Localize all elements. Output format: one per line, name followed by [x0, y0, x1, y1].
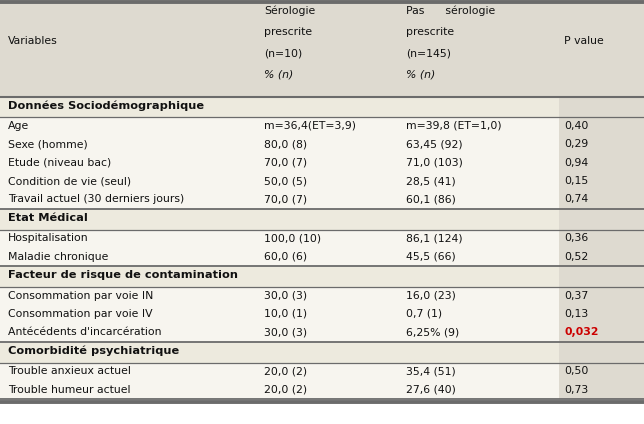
- Text: % (n): % (n): [264, 70, 293, 80]
- Text: 6,25% (9): 6,25% (9): [406, 327, 459, 338]
- Bar: [559, 305, 644, 324]
- Text: 0,52: 0,52: [564, 252, 589, 262]
- Text: 35,4 (51): 35,4 (51): [406, 366, 455, 376]
- Bar: [559, 230, 644, 248]
- Text: 80,0 (8): 80,0 (8): [264, 139, 307, 149]
- Text: Trouble anxieux actuel: Trouble anxieux actuel: [8, 366, 131, 376]
- Bar: [559, 324, 644, 342]
- Text: Condition de vie (seul): Condition de vie (seul): [8, 176, 131, 186]
- Text: 20,0 (2): 20,0 (2): [264, 385, 307, 395]
- Bar: [559, 0, 644, 97]
- Bar: [0, 0, 559, 97]
- Text: 0,94: 0,94: [564, 158, 589, 167]
- Text: Etat Médical: Etat Médical: [8, 213, 88, 223]
- Text: 0,40: 0,40: [564, 121, 589, 131]
- Bar: [559, 154, 644, 172]
- Text: 16,0 (23): 16,0 (23): [406, 290, 455, 301]
- Bar: [0, 191, 559, 209]
- Bar: [0, 381, 559, 399]
- Text: 60,0 (6): 60,0 (6): [264, 252, 307, 262]
- Text: 50,0 (5): 50,0 (5): [264, 176, 307, 186]
- Bar: [0, 305, 559, 324]
- Bar: [0, 209, 559, 230]
- Bar: [0, 324, 559, 342]
- Bar: [0, 135, 559, 154]
- Text: Sérologie: Sérologie: [264, 5, 316, 16]
- Text: 0,37: 0,37: [564, 290, 589, 301]
- Bar: [0, 342, 559, 363]
- Text: prescrite: prescrite: [406, 27, 454, 36]
- Bar: [0, 172, 559, 191]
- Text: Variables: Variables: [8, 36, 58, 46]
- Bar: [0, 117, 559, 136]
- Text: Etude (niveau bac): Etude (niveau bac): [8, 158, 111, 167]
- Bar: [0, 363, 559, 381]
- Bar: [559, 342, 644, 363]
- Bar: [0, 97, 559, 117]
- Text: 0,13: 0,13: [564, 309, 589, 319]
- Text: 0,74: 0,74: [564, 195, 589, 204]
- Bar: [559, 117, 644, 136]
- Text: 27,6 (40): 27,6 (40): [406, 385, 455, 395]
- Text: Trouble humeur actuel: Trouble humeur actuel: [8, 385, 131, 395]
- Text: 10,0 (1): 10,0 (1): [264, 309, 307, 319]
- Text: P value: P value: [564, 36, 604, 46]
- Text: 30,0 (3): 30,0 (3): [264, 327, 307, 338]
- Text: 63,45 (92): 63,45 (92): [406, 139, 462, 149]
- Text: Consommation par voie IV: Consommation par voie IV: [8, 309, 153, 319]
- Bar: [559, 363, 644, 381]
- Text: 100,0 (10): 100,0 (10): [264, 233, 321, 243]
- Text: 20,0 (2): 20,0 (2): [264, 366, 307, 376]
- Bar: [559, 191, 644, 209]
- Text: Facteur de risque de contamination: Facteur de risque de contamination: [8, 270, 238, 280]
- Text: m=39,8 (ET=1,0): m=39,8 (ET=1,0): [406, 121, 501, 131]
- Text: 86,1 (124): 86,1 (124): [406, 233, 462, 243]
- Text: 0,73: 0,73: [564, 385, 589, 395]
- Text: Maladie chronique: Maladie chronique: [8, 252, 109, 262]
- Text: prescrite: prescrite: [264, 27, 312, 36]
- Bar: [559, 172, 644, 191]
- Text: 0,032: 0,032: [564, 327, 599, 338]
- Bar: [559, 381, 644, 399]
- Text: 45,5 (66): 45,5 (66): [406, 252, 455, 262]
- Bar: [559, 97, 644, 117]
- Text: 0,36: 0,36: [564, 233, 589, 243]
- Text: 70,0 (7): 70,0 (7): [264, 158, 307, 167]
- Text: 71,0 (103): 71,0 (103): [406, 158, 462, 167]
- Text: 60,1 (86): 60,1 (86): [406, 195, 455, 204]
- Text: 0,50: 0,50: [564, 366, 589, 376]
- Text: 70,0 (7): 70,0 (7): [264, 195, 307, 204]
- Bar: [0, 287, 559, 305]
- Bar: [559, 135, 644, 154]
- Text: 28,5 (41): 28,5 (41): [406, 176, 455, 186]
- Text: Travail actuel (30 derniers jours): Travail actuel (30 derniers jours): [8, 195, 185, 204]
- Text: Age: Age: [8, 121, 30, 131]
- Bar: [559, 287, 644, 305]
- Text: 30,0 (3): 30,0 (3): [264, 290, 307, 301]
- Text: 0,15: 0,15: [564, 176, 589, 186]
- Bar: [0, 248, 559, 266]
- Text: 0,7 (1): 0,7 (1): [406, 309, 442, 319]
- Text: Pas      sérologie: Pas sérologie: [406, 5, 495, 16]
- Text: (n=10): (n=10): [264, 48, 302, 58]
- Text: m=36,4(ET=3,9): m=36,4(ET=3,9): [264, 121, 356, 131]
- Bar: [0, 154, 559, 172]
- Text: 0,29: 0,29: [564, 139, 589, 149]
- Text: (n=145): (n=145): [406, 48, 451, 58]
- Bar: [559, 209, 644, 230]
- Bar: [559, 266, 644, 287]
- Text: Données Sociodémographique: Données Sociodémographique: [8, 100, 205, 111]
- Bar: [0, 230, 559, 248]
- Text: Hospitalisation: Hospitalisation: [8, 233, 89, 243]
- Text: Consommation par voie IN: Consommation par voie IN: [8, 290, 154, 301]
- Text: Antécédents d'incarcération: Antécédents d'incarcération: [8, 327, 162, 338]
- Text: % (n): % (n): [406, 70, 435, 80]
- Text: Sexe (homme): Sexe (homme): [8, 139, 88, 149]
- Text: Comorbidité psychiatrique: Comorbidité psychiatrique: [8, 346, 180, 356]
- Bar: [0, 266, 559, 287]
- Bar: [559, 248, 644, 266]
